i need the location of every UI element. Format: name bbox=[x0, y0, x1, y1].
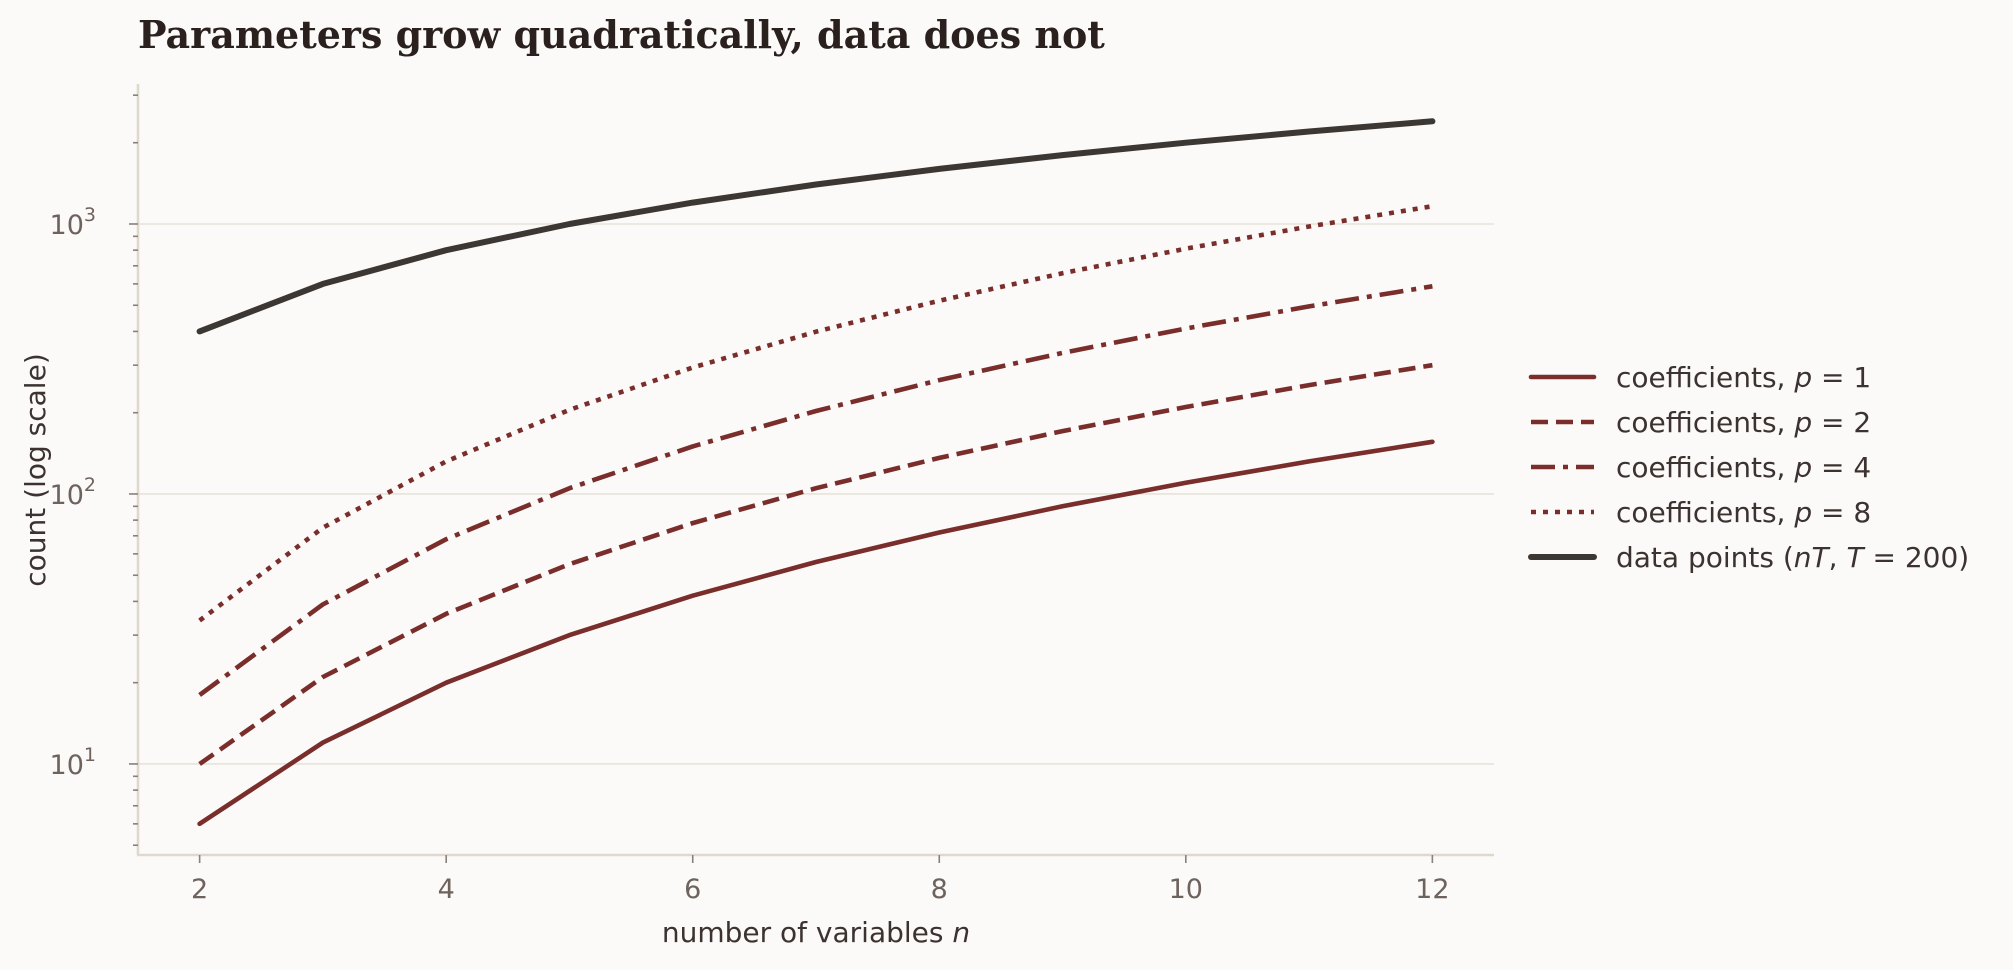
y-tick-label: 101 bbox=[50, 744, 96, 781]
legend-label-2: coefficients, p = 2 bbox=[1616, 406, 1871, 439]
y-tick-label: 103 bbox=[50, 204, 96, 241]
x-tick-label: 6 bbox=[684, 874, 701, 905]
x-tick-label: 8 bbox=[931, 874, 948, 905]
series-line-2 bbox=[198, 362, 1433, 766]
x-tick-label: 2 bbox=[191, 874, 208, 905]
y-axis-label: count (log scale) bbox=[19, 353, 52, 586]
chart-title: Parameters grow quadratically, data does… bbox=[138, 12, 1105, 57]
series-layer bbox=[196, 118, 1436, 827]
series-line-3 bbox=[198, 284, 1433, 697]
legend-label-4: coefficients, p = 8 bbox=[1616, 496, 1871, 529]
series-line-5 bbox=[196, 118, 1436, 335]
x-tick-label: 10 bbox=[1169, 874, 1203, 905]
x-tick-label: 4 bbox=[438, 874, 455, 905]
legend-label-3: coefficients, p = 4 bbox=[1616, 451, 1871, 484]
series-line-1 bbox=[197, 439, 1435, 827]
legend-label-1: coefficients, p = 1 bbox=[1616, 361, 1871, 394]
legend-label-5: data points (nT, T = 200) bbox=[1616, 541, 1969, 574]
series-line-4 bbox=[198, 203, 1433, 623]
grid-layer bbox=[138, 223, 1494, 765]
x-axis-label: number of variables n bbox=[662, 916, 970, 949]
legend: coefficients, p = 1 coefficients, p = 2 co… bbox=[1528, 361, 1969, 574]
x-tick-label: 12 bbox=[1415, 874, 1449, 905]
y-tick-label: 102 bbox=[50, 474, 96, 511]
